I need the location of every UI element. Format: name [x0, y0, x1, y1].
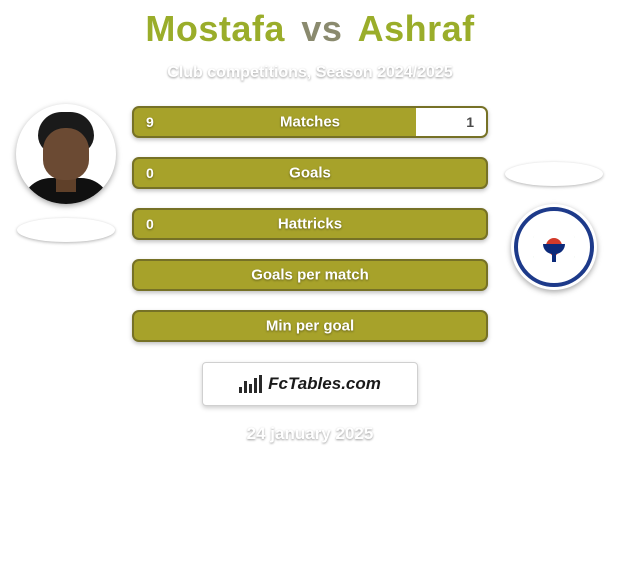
glyph-bar [249, 384, 252, 393]
stat-label: Hattricks [134, 216, 486, 233]
stat-value-left: 0 [146, 165, 154, 181]
stat-label: Goals per match [134, 267, 486, 284]
stat-value-left: 0 [146, 216, 154, 232]
player1-headshot [16, 104, 116, 204]
headshot-face [43, 128, 89, 180]
stat-bar: Goals0 [132, 157, 488, 189]
comparison-card: Mostafa vs Ashraf Club competitions, Sea… [0, 0, 620, 580]
card-subtitle: Club competitions, Season 2024/2025 [0, 64, 620, 82]
stat-label: Matches [134, 114, 486, 131]
branding-text: FcTables.com [268, 374, 381, 394]
player2-flag [505, 162, 603, 186]
badge-torch-stick [552, 252, 556, 262]
stat-bar: Goals per match [132, 259, 488, 291]
card-date: 24 january 2025 [0, 424, 620, 444]
stat-bar: Min per goal [132, 310, 488, 342]
stat-bar: Matches9 1 [132, 106, 488, 138]
stat-value-left: 9 [146, 114, 154, 130]
player1-column [6, 104, 126, 242]
stat-bar: Hattricks0 [132, 208, 488, 240]
vs-text: vs [301, 8, 342, 49]
card-title: Mostafa vs Ashraf [0, 0, 620, 50]
player1-name: Mostafa [145, 8, 285, 49]
player2-column [494, 148, 614, 290]
glyph-bar [244, 381, 247, 393]
glyph-bar [254, 378, 257, 393]
glyph-bar [259, 375, 262, 393]
stat-label: Goals [134, 165, 486, 182]
player2-name: Ashraf [358, 8, 475, 49]
branding-chart-icon [239, 375, 262, 393]
player1-flag [17, 218, 115, 242]
glyph-bar [239, 387, 242, 393]
stat-bars: Matches91Goals0Hattricks0Goals per match… [126, 106, 494, 342]
middle-row: Matches91Goals0Hattricks0Goals per match… [0, 104, 620, 342]
stat-value-right: 1 [466, 114, 474, 130]
stat-label: Min per goal [134, 318, 486, 335]
player2-club-badge [511, 204, 597, 290]
branding-box: FcTables.com [202, 362, 418, 406]
